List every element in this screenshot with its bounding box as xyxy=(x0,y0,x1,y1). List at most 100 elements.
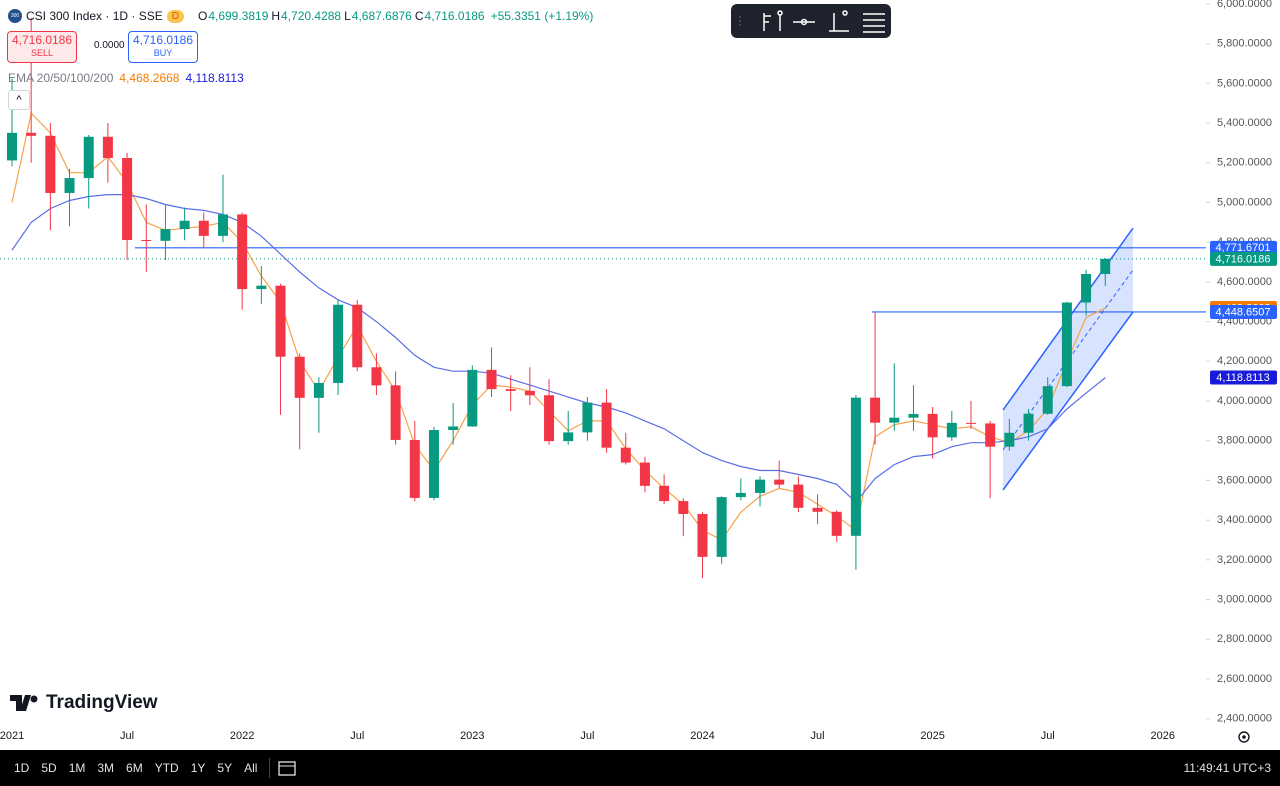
ohlc-value: 4,687.6876 xyxy=(351,9,412,23)
brand: TradingView xyxy=(10,692,158,714)
candle-body xyxy=(1100,258,1111,274)
bottom-toolbar: 1D 5D 1M 3M 6M YTD 1Y 5Y All 11:49:41 UTC+3 xyxy=(0,750,1280,786)
candle-body xyxy=(141,240,152,242)
sell-price: 4,716.0186 xyxy=(11,33,73,47)
ohlc-value: 4,720.4288 xyxy=(281,9,342,23)
ema-line xyxy=(11,194,1106,504)
tool-button[interactable] xyxy=(777,10,783,31)
x-tick-label: Jul xyxy=(580,730,594,742)
ohlc-value: 4,699.3819 xyxy=(208,9,269,23)
range-button[interactable]: YTD xyxy=(154,761,179,775)
date-range-button[interactable] xyxy=(276,759,298,777)
candle-body xyxy=(102,136,113,159)
candle-body xyxy=(428,430,439,498)
candle-body xyxy=(7,132,17,161)
candle-body xyxy=(256,285,267,290)
candle-body xyxy=(774,479,785,485)
candle-body xyxy=(333,304,344,383)
y-tick-label: 3,800.0000 xyxy=(1217,435,1272,447)
candle-body xyxy=(985,423,996,447)
candle-body xyxy=(927,413,938,438)
y-tick-label: 3,200.0000 xyxy=(1217,554,1272,566)
ohlc: O 4,699.3819 H 4,720.4288 L 4,687.6876 C 4,716.… xyxy=(198,9,487,23)
candle-body xyxy=(486,369,497,390)
y-tick-label: 6,000.0000 xyxy=(1217,0,1272,10)
candle-body xyxy=(735,492,746,498)
y-tick-label: 2,800.0000 xyxy=(1217,633,1272,645)
x-tick-label: Jul xyxy=(120,730,134,742)
candle-body xyxy=(505,389,516,391)
candle-body xyxy=(1042,386,1053,414)
buy-button[interactable]: 4,716.0186 BUY xyxy=(128,31,198,63)
range-button[interactable]: All xyxy=(244,761,258,775)
brand-logo xyxy=(10,695,38,711)
spread: 0.0000 xyxy=(94,40,125,51)
candle-body xyxy=(45,135,56,193)
range-button[interactable]: 3M xyxy=(97,761,115,775)
y-tick-label: 5,000.0000 xyxy=(1217,196,1272,208)
brand-name: TradingView xyxy=(46,692,158,713)
y-tick-label: 5,200.0000 xyxy=(1217,157,1272,169)
x-tick-label: 2024 xyxy=(690,730,714,742)
divider xyxy=(269,758,271,778)
range-buttons: 1D 5D 1M 3M 6M YTD 1Y 5Y All xyxy=(0,761,263,775)
x-tick-label: Jul xyxy=(811,730,825,742)
x-tick-label: Jul xyxy=(350,730,364,742)
price-label: 4,448.6507 xyxy=(1215,306,1270,318)
sell-button[interactable]: 4,716.0186 SELL xyxy=(7,31,77,63)
tool-button[interactable] xyxy=(763,13,771,31)
price-label-box xyxy=(1210,304,1277,319)
price-label-box xyxy=(1210,251,1277,266)
price-label: 4,118.8113 xyxy=(1216,372,1269,384)
range-button[interactable]: 5Y xyxy=(217,761,233,775)
candle-body xyxy=(946,422,957,438)
candle-body xyxy=(64,178,75,193)
price-label: 4,771.6701 xyxy=(1215,242,1270,254)
x-tick-label: 2022 xyxy=(230,730,254,742)
x-tick-label: Jul xyxy=(1041,730,1055,742)
symbol-header: 300 CSI 300 Index · 1D · SSE D O 4,699.38… xyxy=(8,9,595,23)
y-tick-label: 5,800.0000 xyxy=(1217,38,1272,50)
candle-body xyxy=(755,479,766,493)
range-button[interactable]: 1D xyxy=(14,761,30,775)
y-tick-label: 4,600.0000 xyxy=(1217,276,1272,288)
candle-body xyxy=(524,390,535,396)
candle-body xyxy=(467,369,478,427)
tool-button[interactable] xyxy=(829,10,849,32)
ema-label: EMA 20/50/100/200 xyxy=(8,71,114,85)
buy-price: 4,716.0186 xyxy=(132,33,194,47)
collapse-button[interactable]: ^ xyxy=(8,90,30,110)
clock: 11:49:41 UTC+3 xyxy=(1183,761,1272,775)
x-tick-label: 2025 xyxy=(920,730,944,742)
range-button[interactable]: 5D xyxy=(41,761,57,775)
tool-button[interactable] xyxy=(863,13,885,33)
toolbar-icons xyxy=(739,10,885,33)
candle-body xyxy=(966,422,976,424)
candle-body xyxy=(198,220,209,236)
candle-body xyxy=(1004,432,1015,447)
candle-body xyxy=(831,511,842,536)
candle-body xyxy=(448,426,459,431)
candle-body xyxy=(601,402,612,448)
range-button[interactable]: 6M xyxy=(126,761,143,775)
candle-body xyxy=(371,367,382,386)
x-tick-label: 2023 xyxy=(460,730,484,742)
buy-label: BUY xyxy=(153,48,173,58)
ema-legend: EMA 20/50/100/200 4,468.2668 4,118.8113 xyxy=(8,71,244,85)
candle-body xyxy=(1061,302,1072,387)
range-button[interactable]: 1M xyxy=(68,761,86,775)
tool-button[interactable] xyxy=(793,18,815,26)
candle-body xyxy=(870,397,881,423)
candle-body xyxy=(409,439,420,498)
symbol-name[interactable]: CSI 300 Index · 1D · SSE xyxy=(26,9,163,23)
ohlc-value: 4,716.0186 xyxy=(424,9,485,23)
settings-button[interactable] xyxy=(1238,731,1250,743)
ema-value: 4,468.2668 xyxy=(119,71,180,85)
range-button[interactable]: 1Y xyxy=(190,761,206,775)
chart: 2,400.0000 2,600.0000 2,800.0000 3,000.0000… xyxy=(0,0,1277,743)
ema-line xyxy=(11,111,1106,541)
ohlc-key: L xyxy=(344,9,351,23)
candle-body xyxy=(659,485,670,502)
y-tick-label: 3,400.0000 xyxy=(1217,514,1272,526)
